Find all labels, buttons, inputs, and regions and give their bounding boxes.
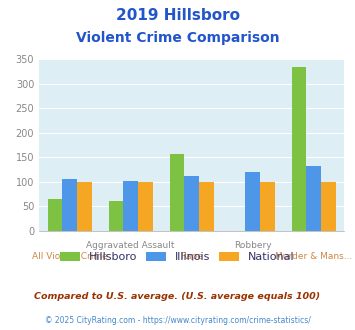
Bar: [62, 179, 77, 231]
Bar: [245, 172, 260, 231]
Text: All Violent Crime: All Violent Crime: [32, 251, 108, 261]
Bar: [184, 176, 199, 231]
Bar: [306, 166, 321, 231]
Bar: [48, 199, 62, 231]
Text: Robbery: Robbery: [234, 241, 272, 250]
Bar: [170, 153, 184, 231]
Bar: [199, 182, 214, 231]
Legend: Hillsboro, Illinois, National: Hillsboro, Illinois, National: [56, 248, 299, 267]
Bar: [138, 182, 153, 231]
Text: Compared to U.S. average. (U.S. average equals 100): Compared to U.S. average. (U.S. average …: [34, 292, 321, 301]
Bar: [260, 182, 275, 231]
Bar: [109, 201, 123, 231]
Bar: [321, 182, 336, 231]
Bar: [123, 181, 138, 231]
Text: Aggravated Assault: Aggravated Assault: [86, 241, 175, 250]
Text: Murder & Mans...: Murder & Mans...: [275, 251, 353, 261]
Text: 2019 Hillsboro: 2019 Hillsboro: [115, 8, 240, 23]
Bar: [292, 67, 306, 231]
Text: Rape: Rape: [180, 251, 203, 261]
Bar: [77, 182, 92, 231]
Text: © 2025 CityRating.com - https://www.cityrating.com/crime-statistics/: © 2025 CityRating.com - https://www.city…: [45, 316, 310, 325]
Text: Violent Crime Comparison: Violent Crime Comparison: [76, 31, 279, 45]
